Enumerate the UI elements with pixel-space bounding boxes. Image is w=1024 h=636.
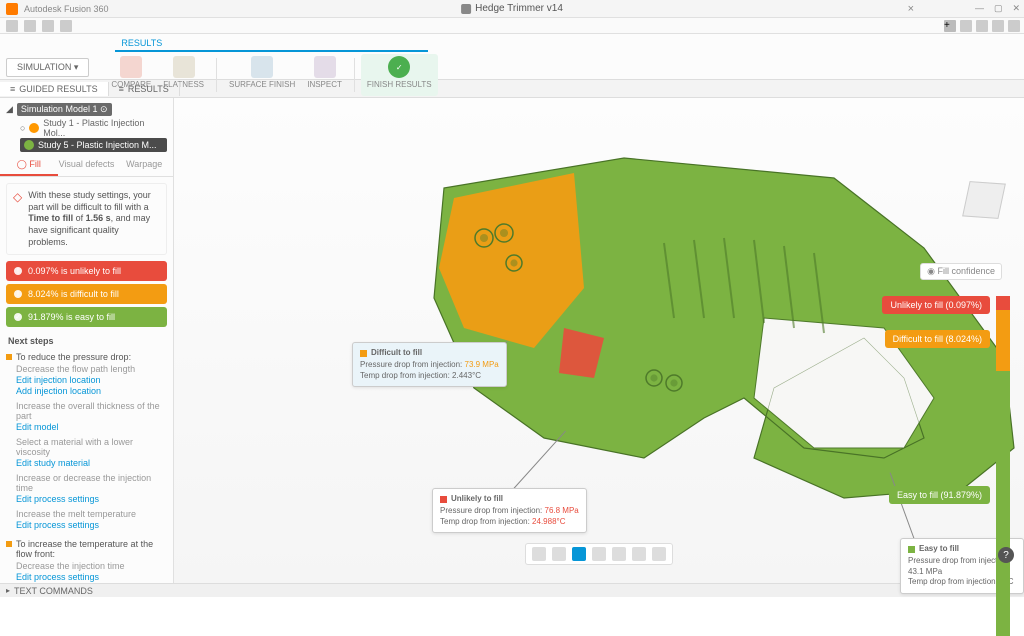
subtab-fill[interactable]: Fill — [0, 155, 58, 176]
warning-icon: ◇ — [13, 190, 22, 248]
step-pressure: To reduce the pressure drop: Decrease th… — [0, 348, 173, 535]
pill-orange-label: 8.024% is difficult to fill — [28, 289, 119, 299]
extensions-icon[interactable] — [960, 20, 972, 32]
callout-unlikely: Unlikely to fill Pressure drop from inje… — [432, 488, 587, 533]
pill-red-label: 0.097% is unlikely to fill — [28, 266, 121, 276]
minimize-icon[interactable]: — — [975, 3, 984, 14]
results-label: RESULTS — [128, 84, 169, 94]
display-icon[interactable] — [632, 547, 646, 561]
grid-icon[interactable] — [6, 20, 18, 32]
surface-finish-tool[interactable]: SURFACE FINISH — [223, 54, 301, 96]
status-bar: ▸ TEXT COMMANDS — [0, 583, 1024, 597]
title-bar: Autodesk Fusion 360 Hedge Trimmer v14 × … — [0, 0, 1024, 18]
link-edit-process2[interactable]: Edit process settings — [16, 520, 165, 530]
tab-results[interactable]: RESULTS — [115, 36, 427, 52]
tree-model-node[interactable]: ◢ Simulation Model 1 ⊙ — [6, 101, 167, 118]
warning-message: ◇ With these study settings, your part w… — [6, 183, 167, 255]
ribbon-toolbar: SIMULATION ▾ RESULTS COMPARE FLATNESS SU… — [0, 34, 1024, 80]
callout-unl-title: Unlikely to fill — [451, 494, 503, 504]
user-icon[interactable] — [992, 20, 1004, 32]
link-edit-model[interactable]: Edit model — [16, 422, 165, 432]
inspect-tool[interactable]: INSPECT — [301, 54, 348, 96]
workspace-switcher[interactable]: SIMULATION ▾ — [6, 36, 89, 77]
3d-viewport[interactable]: Difficult to fill Pressure drop from inj… — [174, 98, 1024, 583]
status-text: TEXT COMMANDS — [14, 586, 93, 596]
finish-label: FINISH RESULTS — [367, 80, 432, 89]
step-temperature: To increase the temperature at the flow … — [0, 535, 173, 583]
warning-text: With these study settings, your part wil… — [28, 190, 160, 248]
legend-difficult[interactable]: Difficult to fill (8.024%) — [885, 330, 990, 348]
callout-diff-title: Difficult to fill — [371, 348, 422, 358]
document-icon — [461, 4, 471, 14]
navigation-bar — [525, 543, 673, 565]
left-panel: ◢ Simulation Model 1 ⊙ ○Study 1 - Plasti… — [0, 98, 174, 583]
document-name: Hedge Trimmer v14 — [475, 3, 563, 14]
pill-green-label: 91.879% is easy to fill — [28, 312, 115, 322]
pill-difficult[interactable]: !8.024% is difficult to fill — [6, 284, 167, 304]
app-logo-icon — [6, 3, 18, 15]
expand-icon[interactable]: ▸ — [6, 586, 10, 595]
undo-icon[interactable] — [42, 20, 54, 32]
subtab-visual[interactable]: Visual defects — [58, 155, 116, 176]
window-controls: — ▢ ✕ — [975, 3, 1020, 14]
finish-results-tool[interactable]: ✓FINISH RESULTS — [361, 54, 438, 96]
model-label: Simulation Model 1 — [21, 104, 98, 114]
new-tab-icon[interactable]: + — [944, 20, 956, 32]
subtab-warpage[interactable]: Warpage — [115, 155, 173, 176]
link-add-injection[interactable]: Add injection location — [16, 386, 165, 396]
result-subtabs: Fill Visual defects Warpage — [0, 155, 173, 177]
workspace-label: SIMULATION — [17, 62, 71, 72]
step1-title: To reduce the pressure drop: — [16, 352, 165, 362]
help-button[interactable]: ? — [998, 547, 1014, 563]
inspect-label: INSPECT — [307, 80, 342, 89]
color-bar — [996, 296, 1010, 636]
orbit-icon[interactable] — [532, 547, 546, 561]
close-tab-icon[interactable]: × — [908, 3, 914, 15]
browser-tree: ◢ Simulation Model 1 ⊙ ○Study 1 - Plasti… — [0, 98, 173, 155]
link-edit-process3[interactable]: Edit process settings — [16, 572, 165, 582]
pill-unlikely[interactable]: !0.097% is unlikely to fill — [6, 261, 167, 281]
home-icon[interactable] — [572, 547, 586, 561]
surface-label: SURFACE FINISH — [229, 80, 295, 89]
save-icon[interactable] — [24, 20, 36, 32]
callout-easy-title: Easy to fill — [919, 544, 959, 554]
fill-confidence-label[interactable]: ◉ Fill confidence — [920, 263, 1002, 280]
legend-easy[interactable]: Easy to fill (91.879%) — [889, 486, 990, 504]
next-steps-header: Next steps — [0, 330, 173, 348]
legend-unlikely[interactable]: Unlikely to fill (0.097%) — [882, 296, 990, 314]
help-icon[interactable] — [1008, 20, 1020, 32]
secondary-tabs: ≡GUIDED RESULTS ≡RESULTS — [0, 80, 1024, 98]
maximize-icon[interactable]: ▢ — [994, 3, 1003, 14]
fit-icon[interactable] — [612, 547, 626, 561]
tab-guided-results[interactable]: ≡GUIDED RESULTS — [0, 82, 109, 96]
link-edit-injection[interactable]: Edit injection location — [16, 375, 165, 385]
3d-part — [364, 128, 1024, 528]
part-svg — [364, 128, 1024, 528]
link-edit-process1[interactable]: Edit process settings — [16, 494, 165, 504]
study5-label: Study 5 - Plastic Injection M... — [38, 140, 157, 150]
study1-label: Study 1 - Plastic Injection Mol... — [43, 118, 167, 138]
pan-icon[interactable] — [552, 547, 566, 561]
document-title[interactable]: Hedge Trimmer v14 — [461, 3, 563, 14]
app-title: Autodesk Fusion 360 — [24, 4, 109, 14]
notifications-icon[interactable] — [976, 20, 988, 32]
tree-study5[interactable]: Study 5 - Plastic Injection M... — [20, 138, 167, 152]
callout-difficult: Difficult to fill Pressure drop from inj… — [352, 342, 507, 387]
quick-access-toolbar: + — [0, 18, 1024, 34]
pill-easy[interactable]: ✓91.879% is easy to fill — [6, 307, 167, 327]
grid-display-icon[interactable] — [652, 547, 666, 561]
close-icon[interactable]: ✕ — [1012, 3, 1020, 14]
redo-icon[interactable] — [60, 20, 72, 32]
zoom-icon[interactable] — [592, 547, 606, 561]
guided-label: GUIDED RESULTS — [19, 84, 97, 94]
tree-study1[interactable]: ○Study 1 - Plastic Injection Mol... — [20, 118, 167, 138]
step2-title: To increase the temperature at the flow … — [16, 539, 165, 559]
link-edit-material[interactable]: Edit study material — [16, 458, 165, 468]
tab-results-list[interactable]: ≡RESULTS — [109, 82, 180, 96]
